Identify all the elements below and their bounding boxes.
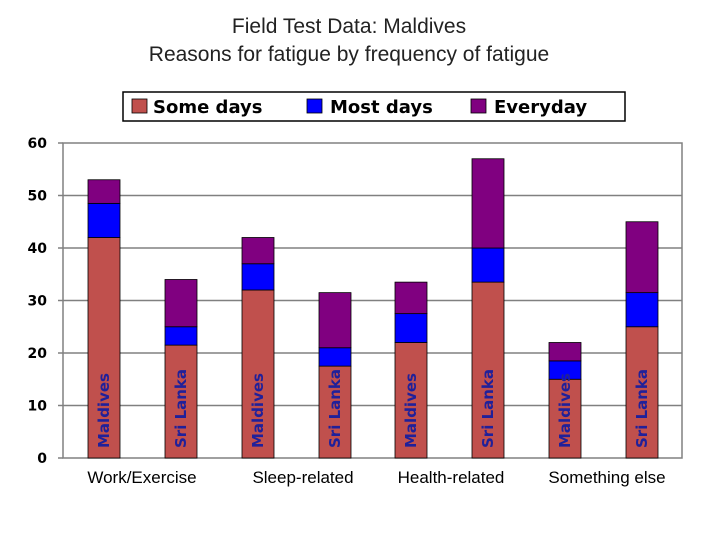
bar-segment-everyday [241,237,275,265]
legend-label: Everyday [494,97,587,118]
y-tick-label: 10 [28,399,48,415]
bar-segment-most-days [241,263,275,291]
chart-title: Field Test Data: Maldives [232,15,466,38]
legend-swatch [131,98,148,114]
bar-category-label: Maldives [556,373,574,448]
bars [87,158,659,459]
legend-box [122,91,626,122]
bar-category-label: Sri Lanka [172,369,190,448]
y-tick-label: 60 [28,136,48,152]
bar-segment-some-days [318,365,352,459]
legend-swatch [306,98,323,114]
bar-segment-everyday [318,292,352,349]
bar-segment-most-days [318,347,352,367]
bar-segment-most-days [87,202,121,238]
bar-segment-some-days [87,237,121,459]
legend-label: Some days [153,97,263,118]
bar-segment-everyday [164,279,198,328]
y-tick-label: 40 [28,241,48,257]
y-tick-label: 20 [28,346,48,362]
bar-segment-some-days [394,342,428,459]
bar-segment-some-days [548,378,582,459]
bar-segment-most-days [394,313,428,343]
bar-segment-everyday [394,281,428,315]
bar-segment-everyday [471,158,505,249]
bar-segment-some-days [471,281,505,459]
group-label: Work/Exercise [87,468,196,487]
y-tick-label: 30 [28,294,48,310]
legend: Some days Most days Everyday [122,91,626,122]
y-axis-ticks: 0 10 20 30 40 50 60 [28,136,63,467]
bar-category-label: Sri Lanka [326,369,344,448]
bar-category-label: Sri Lanka [633,369,651,448]
group-labels: Work/Exercise Sleep-related Health-related… [87,468,665,487]
bar-segment-most-days [625,292,659,328]
bar-category-label: Maldives [402,373,420,448]
bar-labels: Maldives Sri Lanka Maldives Sri Lanka Maldiv… [95,369,651,448]
bar-segment-everyday [87,179,121,204]
gridlines [62,142,683,459]
bar-segment-everyday [548,342,582,362]
legend-swatch [470,98,487,114]
bar-segment-some-days [625,326,659,459]
legend-label: Most days [330,97,433,118]
group-label: Health-related [398,468,505,487]
bar-segment-some-days [164,344,198,459]
bar-category-label: Maldives [249,373,267,448]
bar-category-label: Maldives [95,373,113,448]
group-label: Something else [548,468,665,487]
bar-segment-most-days [471,247,505,283]
y-tick-label: 0 [37,451,47,467]
group-label: Sleep-related [252,468,353,487]
y-tick-label: 50 [28,189,48,205]
chart-subtitle: Reasons for fatigue by frequency of fati… [149,43,549,66]
bar-segment-most-days [164,326,198,346]
bar-segment-everyday [625,221,659,294]
bar-category-label: Sri Lanka [479,369,497,448]
